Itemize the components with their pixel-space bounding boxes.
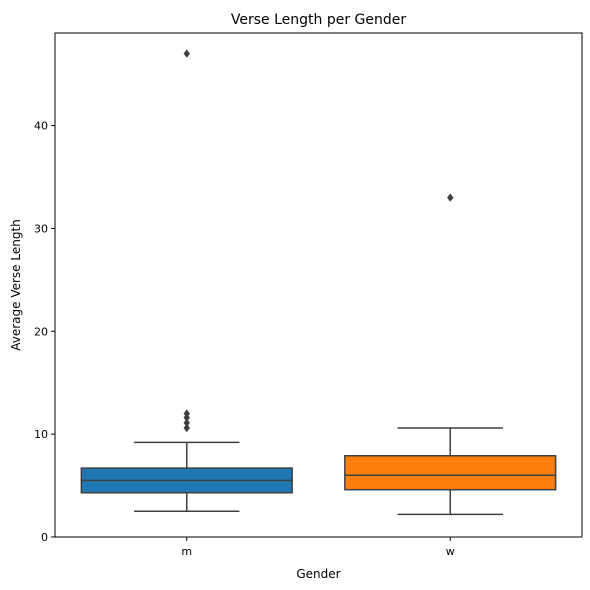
plot-marks: [80, 49, 557, 516]
iqr-box: [344, 454, 557, 491]
y-axis: 0 10 20 30 40: [34, 120, 55, 544]
outlier-point: [183, 418, 190, 428]
outlier-point: [183, 409, 190, 418]
chart-title: Verse Length per Gender: [231, 12, 406, 28]
plot-area-frame: [54, 32, 583, 538]
y-tick-label: 30: [34, 222, 48, 235]
outlier-point: [447, 193, 454, 202]
outlier-point: [183, 423, 190, 433]
y-tick-label: 10: [34, 428, 48, 441]
x-axis-label: Gender: [296, 567, 340, 581]
x-tick-label: m: [181, 545, 192, 558]
y-tick-label: 20: [34, 325, 48, 338]
y-tick-label: 40: [34, 120, 48, 133]
y-axis-label: Average Verse Length: [9, 219, 23, 351]
box-w: [344, 193, 557, 516]
outlier-point: [183, 49, 190, 58]
x-tick-label: w: [446, 545, 455, 558]
y-tick-label: 0: [41, 531, 48, 544]
box-m: [80, 49, 293, 513]
